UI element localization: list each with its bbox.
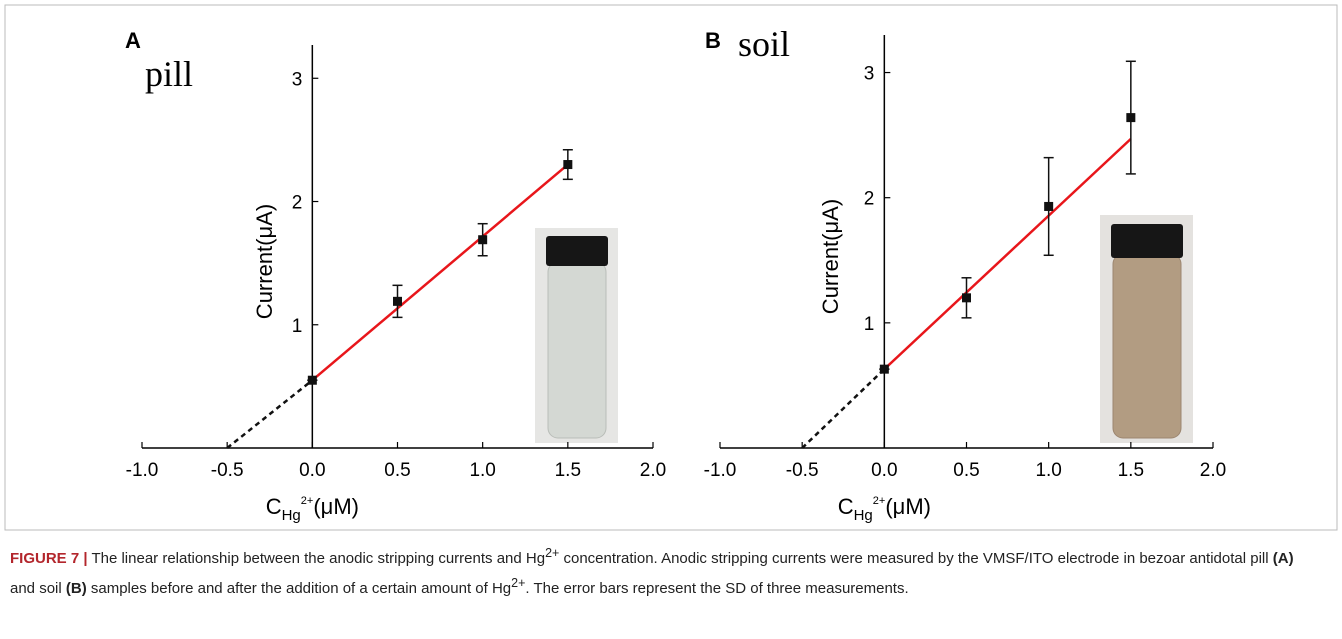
figure-label: FIGURE 7 | bbox=[10, 550, 88, 567]
fit-line bbox=[883, 137, 1132, 371]
x-tick-label: 0.0 bbox=[871, 460, 897, 481]
x-tick-label: 1.5 bbox=[1118, 460, 1144, 481]
caption-text: . The error bars represent the SD of thr… bbox=[525, 580, 909, 597]
y-tick-label: 1 bbox=[292, 316, 303, 337]
inset-photo bbox=[535, 228, 618, 443]
figure-frame bbox=[4, 4, 1338, 531]
annotation: soil bbox=[738, 24, 790, 64]
x-tick-label: 1.0 bbox=[469, 460, 495, 481]
caption-bold: (B) bbox=[65, 580, 87, 597]
panel-label: A bbox=[125, 28, 141, 53]
x-label-main: C bbox=[838, 494, 854, 519]
data-point bbox=[1126, 113, 1136, 123]
x-tick-label: -1.0 bbox=[704, 460, 737, 481]
caption-sup: 2+ bbox=[511, 576, 526, 590]
x-label-sub: Hg bbox=[282, 507, 301, 524]
y-tick-label: 2 bbox=[864, 189, 875, 210]
x-label-sup: 2+ bbox=[873, 495, 886, 507]
x-label-sub: Hg bbox=[854, 507, 873, 524]
extrapolation-line bbox=[226, 379, 314, 449]
x-tick-label: 0.5 bbox=[953, 460, 979, 481]
data-point bbox=[393, 296, 402, 306]
x-tick-label: 1.0 bbox=[1035, 460, 1061, 481]
caption-text: concentration. Anodic stripping currents… bbox=[563, 550, 1269, 567]
y-axis-label: Current(μA) bbox=[252, 204, 277, 319]
data-point bbox=[307, 375, 317, 385]
caption-sup: 2+ bbox=[545, 546, 560, 560]
x-tick-label: -0.5 bbox=[786, 460, 819, 481]
caption-text: The linear relationship between the anod… bbox=[91, 550, 546, 567]
data-point bbox=[1044, 201, 1054, 211]
y-tick-label: 1 bbox=[864, 314, 875, 335]
x-label-unit: (μM) bbox=[313, 494, 359, 519]
x-tick-label: -1.0 bbox=[126, 460, 159, 481]
x-tick-label: 0.5 bbox=[384, 460, 410, 481]
x-axis-label: CHg2+(μM) bbox=[838, 494, 931, 524]
inset-photo bbox=[1100, 215, 1193, 443]
x-tick-label: 1.5 bbox=[555, 460, 581, 481]
caption-text: samples before and after the addition of… bbox=[90, 580, 512, 597]
fit-line bbox=[311, 163, 569, 382]
x-axis-label: CHg2+(μM) bbox=[266, 494, 359, 524]
extrapolation-line bbox=[801, 368, 886, 449]
x-tick-label: 2.0 bbox=[640, 460, 666, 481]
y-tick-label: 3 bbox=[292, 69, 303, 90]
y-tick-label: 2 bbox=[292, 193, 303, 214]
x-label-unit: (μM) bbox=[885, 494, 931, 519]
x-tick-label: 2.0 bbox=[1200, 460, 1226, 481]
data-point bbox=[879, 364, 889, 374]
data-point bbox=[962, 293, 971, 303]
annotation: pill bbox=[145, 54, 193, 94]
x-label-main: C bbox=[266, 494, 282, 519]
caption-bold: (A) bbox=[1272, 550, 1294, 567]
y-axis-label: Current(μA) bbox=[818, 199, 843, 314]
caption: FIGURE 7 | The linear relationship betwe… bbox=[10, 541, 1320, 601]
panel-label: B bbox=[705, 28, 721, 53]
data-point bbox=[478, 235, 488, 245]
data-point bbox=[563, 160, 573, 170]
x-tick-label: 0.0 bbox=[299, 460, 325, 481]
x-tick-label: -0.5 bbox=[211, 460, 244, 481]
caption-text: and soil bbox=[10, 580, 62, 597]
y-tick-label: 3 bbox=[864, 64, 875, 85]
x-label-sup: 2+ bbox=[301, 495, 314, 507]
